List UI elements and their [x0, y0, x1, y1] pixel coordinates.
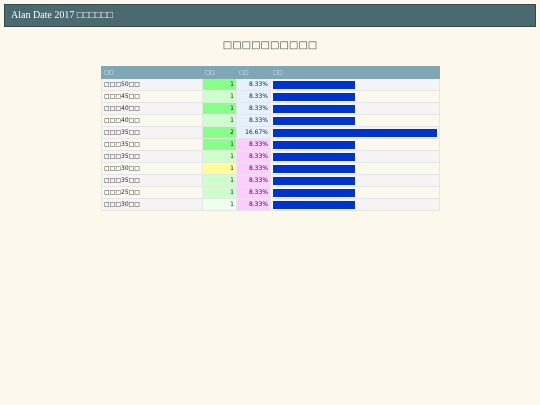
percent-cell: 8.33%	[236, 174, 271, 187]
table-row: □□□35□□ 2 16.67%	[101, 126, 440, 139]
percent-cell: 8.33%	[236, 90, 271, 103]
count-cell: 1	[202, 114, 237, 127]
row-label: □□□30□□	[101, 162, 203, 175]
bar-cell	[270, 150, 440, 163]
count-cell: 1	[202, 198, 237, 211]
bar	[273, 200, 355, 209]
bar	[273, 116, 355, 125]
bar	[273, 80, 355, 89]
bar	[273, 104, 355, 113]
bar-cell	[270, 102, 440, 115]
column-header: □□	[270, 66, 440, 79]
column-header: □□	[202, 66, 237, 79]
bar	[273, 188, 355, 197]
bar-cell	[270, 78, 440, 91]
table-row: □□□35□□ 1 8.33%	[101, 150, 440, 163]
table-row: □□□40□□ 1 8.33%	[101, 102, 440, 115]
percent-cell: 8.33%	[236, 162, 271, 175]
percent-cell: 8.33%	[236, 186, 271, 199]
count-cell: 1	[202, 162, 237, 175]
table-row: □□□40□□ 1 8.33%	[101, 114, 440, 127]
count-cell: 1	[202, 102, 237, 115]
row-label: □□□35□□	[101, 150, 203, 163]
row-label: □□□30□□	[101, 198, 203, 211]
result-table: □□ □□ □□ □□ □□□50□□ 1 8.33% □□□45□□ 1 8.33% □□□40…	[101, 66, 440, 211]
row-label: □□□35□□	[101, 126, 203, 139]
bar	[273, 152, 355, 161]
table-row: □□□45□□ 1 8.33%	[101, 90, 440, 103]
bar-cell	[270, 90, 440, 103]
bar-cell	[270, 126, 440, 139]
page-title: □□□□□□□□□□	[222, 40, 318, 51]
row-label: □□□40□□	[101, 102, 203, 115]
percent-cell: 8.33%	[236, 102, 271, 115]
column-header: □□	[101, 66, 203, 79]
row-label: □□□40□□	[101, 114, 203, 127]
count-cell: 1	[202, 138, 237, 151]
header-title: Alan Date 2017 □□□□□□	[11, 10, 114, 21]
table-row: □□□30□□ 1 8.33%	[101, 162, 440, 175]
percent-cell: 8.33%	[236, 150, 271, 163]
count-cell: 1	[202, 186, 237, 199]
table-row: □□□50□□ 1 8.33%	[101, 78, 440, 91]
count-cell: 2	[202, 126, 237, 139]
row-label: □□□35□□	[101, 138, 203, 151]
row-label: □□□45□□	[101, 90, 203, 103]
table-row: □□□30□□ 1 8.33%	[101, 198, 440, 211]
row-label: □□□25□□	[101, 186, 203, 199]
percent-cell: 8.33%	[236, 198, 271, 211]
table-row: □□□25□□ 1 8.33%	[101, 186, 440, 199]
count-cell: 1	[202, 150, 237, 163]
bar-cell	[270, 162, 440, 175]
row-label: □□□50□□	[101, 78, 203, 91]
bar	[273, 92, 355, 101]
percent-cell: 8.33%	[236, 78, 271, 91]
percent-cell: 8.33%	[236, 138, 271, 151]
count-cell: 1	[202, 78, 237, 91]
bar	[273, 128, 437, 137]
column-header: □□	[236, 66, 271, 79]
table-row: □□□35□□ 1 8.33%	[101, 138, 440, 151]
header-row: □□ □□ □□ □□	[101, 66, 440, 79]
bar-cell	[270, 114, 440, 127]
table-row: □□□35□□ 1 8.33%	[101, 174, 440, 187]
bar-cell	[270, 198, 440, 211]
bar	[273, 176, 355, 185]
percent-cell: 16.67%	[236, 126, 271, 139]
bar-cell	[270, 138, 440, 151]
bar	[273, 164, 355, 173]
row-label: □□□35□□	[101, 174, 203, 187]
count-cell: 1	[202, 90, 237, 103]
header-bar: Alan Date 2017 □□□□□□	[4, 4, 536, 27]
count-cell: 1	[202, 174, 237, 187]
bar-cell	[270, 186, 440, 199]
bar-cell	[270, 174, 440, 187]
bar	[273, 140, 355, 149]
percent-cell: 8.33%	[236, 114, 271, 127]
table-body: □□□50□□ 1 8.33% □□□45□□ 1 8.33% □□□40□□ 1 8.33% □…	[101, 78, 440, 211]
